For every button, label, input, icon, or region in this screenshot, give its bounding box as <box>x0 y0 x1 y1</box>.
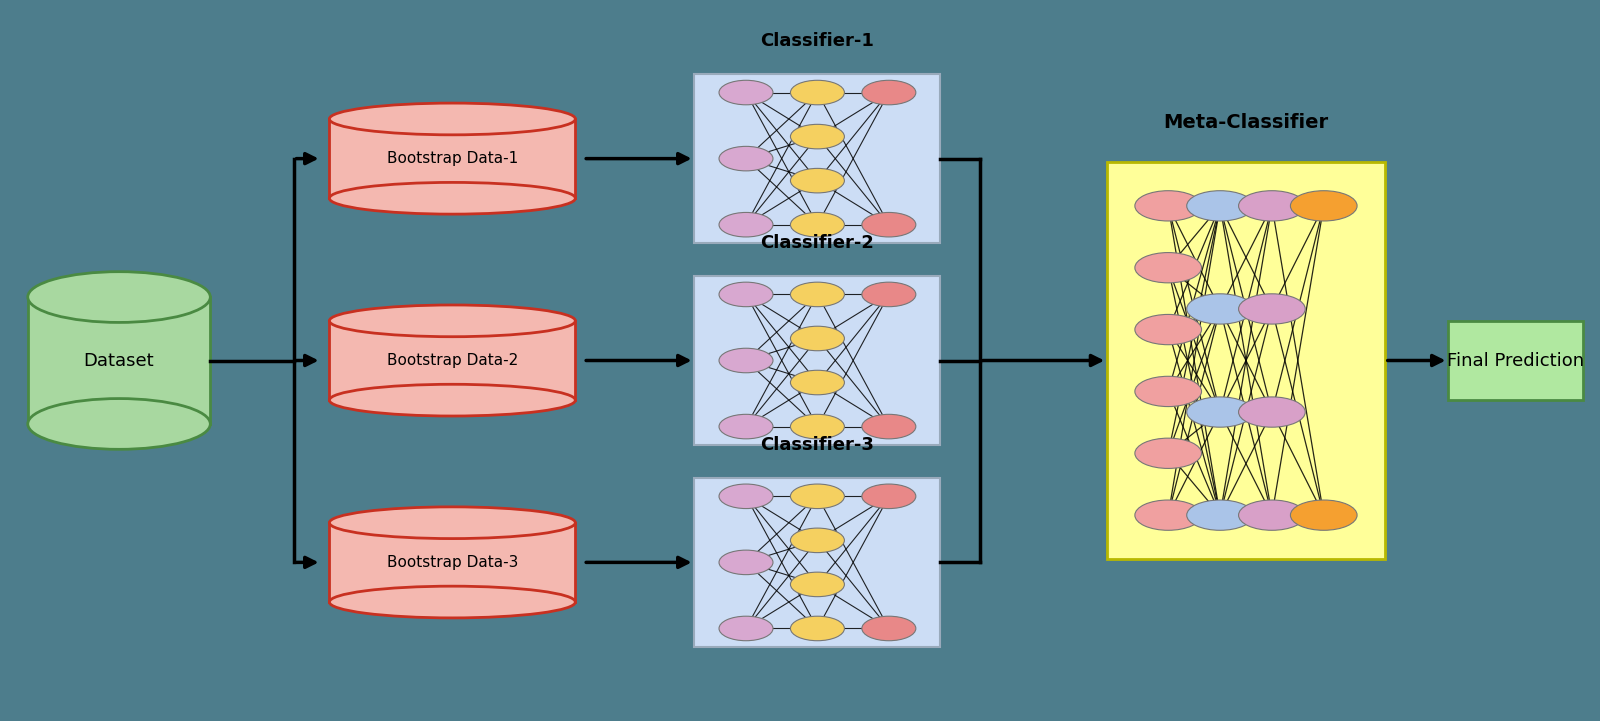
Ellipse shape <box>330 384 576 416</box>
Polygon shape <box>330 321 576 400</box>
Text: Bootstrap Data-3: Bootstrap Data-3 <box>387 555 518 570</box>
Circle shape <box>1134 376 1202 407</box>
Circle shape <box>1291 500 1357 531</box>
Circle shape <box>1238 397 1306 427</box>
Circle shape <box>1238 500 1306 531</box>
Polygon shape <box>330 523 576 602</box>
Circle shape <box>790 415 845 439</box>
Ellipse shape <box>330 305 576 337</box>
Circle shape <box>718 484 773 508</box>
Circle shape <box>1134 438 1202 469</box>
Circle shape <box>1238 191 1306 221</box>
Text: Meta-Classifier: Meta-Classifier <box>1163 113 1328 132</box>
Circle shape <box>718 616 773 641</box>
Circle shape <box>790 213 845 237</box>
Circle shape <box>790 528 845 552</box>
Circle shape <box>790 124 845 149</box>
Circle shape <box>862 616 915 641</box>
Circle shape <box>718 348 773 373</box>
Circle shape <box>1187 293 1253 324</box>
Circle shape <box>862 213 915 237</box>
Circle shape <box>790 169 845 193</box>
Circle shape <box>790 484 845 508</box>
Circle shape <box>862 80 915 105</box>
Circle shape <box>1134 314 1202 345</box>
Circle shape <box>1187 191 1253 221</box>
Circle shape <box>718 415 773 439</box>
Circle shape <box>790 282 845 306</box>
Ellipse shape <box>330 103 576 135</box>
Text: Classifier-3: Classifier-3 <box>760 436 874 454</box>
Circle shape <box>1134 191 1202 221</box>
Ellipse shape <box>330 182 576 214</box>
Text: Classifier-2: Classifier-2 <box>760 234 874 252</box>
FancyBboxPatch shape <box>1107 162 1386 559</box>
Circle shape <box>1238 293 1306 324</box>
Ellipse shape <box>330 586 576 618</box>
Text: Final Prediction: Final Prediction <box>1448 352 1584 369</box>
Circle shape <box>862 484 915 508</box>
Circle shape <box>862 282 915 306</box>
Text: Dataset: Dataset <box>83 352 154 369</box>
Circle shape <box>718 80 773 105</box>
Circle shape <box>862 415 915 439</box>
Circle shape <box>718 213 773 237</box>
FancyBboxPatch shape <box>694 477 941 647</box>
Circle shape <box>1134 500 1202 531</box>
Ellipse shape <box>27 272 210 322</box>
FancyBboxPatch shape <box>694 74 941 243</box>
Circle shape <box>718 146 773 171</box>
FancyBboxPatch shape <box>1448 321 1584 400</box>
Circle shape <box>790 326 845 350</box>
Circle shape <box>790 572 845 597</box>
Text: Classifier-1: Classifier-1 <box>760 32 874 50</box>
Polygon shape <box>27 297 210 424</box>
Ellipse shape <box>27 399 210 449</box>
Circle shape <box>790 80 845 105</box>
FancyBboxPatch shape <box>694 276 941 445</box>
Circle shape <box>1187 397 1253 427</box>
Ellipse shape <box>330 507 576 539</box>
Circle shape <box>1291 191 1357 221</box>
Circle shape <box>790 616 845 641</box>
Circle shape <box>718 282 773 306</box>
Polygon shape <box>330 119 576 198</box>
Circle shape <box>1134 252 1202 283</box>
Circle shape <box>790 371 845 395</box>
Circle shape <box>1187 500 1253 531</box>
Text: Bootstrap Data-2: Bootstrap Data-2 <box>387 353 518 368</box>
Circle shape <box>718 550 773 575</box>
Text: Bootstrap Data-1: Bootstrap Data-1 <box>387 151 518 166</box>
